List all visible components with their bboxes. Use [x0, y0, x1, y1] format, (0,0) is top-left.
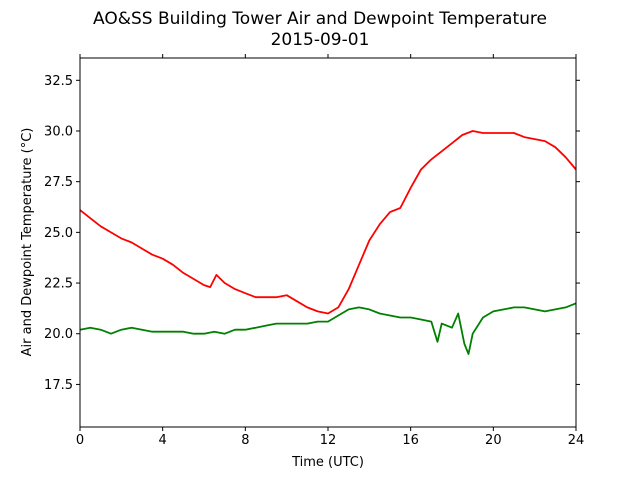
ticks-layer: 0 4 8 12 16 20 24 17.5 20.0 22.5 25.0 27.5 30.0 32.5: [44, 54, 584, 448]
chart-title: AO&SS Building Tower Air and Dewpoint Te…: [93, 9, 547, 29]
y-tick-label: 17.5: [44, 378, 73, 393]
y-tick-label: 20.0: [44, 327, 73, 342]
y-tick-label: 22.5: [44, 277, 73, 292]
x-tick-label: 8: [241, 433, 249, 448]
y-tick-label: 30.0: [44, 124, 73, 139]
x-tick-label: 24: [568, 433, 585, 448]
series-layer: [79, 130, 577, 355]
y-tick-label: 25.0: [44, 226, 73, 241]
plot-area: [80, 58, 576, 427]
x-tick-label: 0: [76, 433, 84, 448]
series-line-1: [79, 302, 577, 355]
x-tick-label: 20: [485, 433, 502, 448]
y-tick-label: 32.5: [44, 74, 73, 89]
series-line-0: [79, 130, 577, 315]
y-axis-label: Air and Dewpoint Temperature (°C): [20, 128, 35, 357]
x-tick-label: 12: [320, 433, 337, 448]
x-axis-label: Time (UTC): [291, 455, 364, 470]
y-tick-label: 27.5: [44, 175, 73, 190]
plot-frame: [79, 57, 577, 428]
x-tick-label: 4: [159, 433, 167, 448]
chart-subtitle: 2015-09-01: [271, 30, 370, 50]
x-tick-label: 16: [402, 433, 419, 448]
